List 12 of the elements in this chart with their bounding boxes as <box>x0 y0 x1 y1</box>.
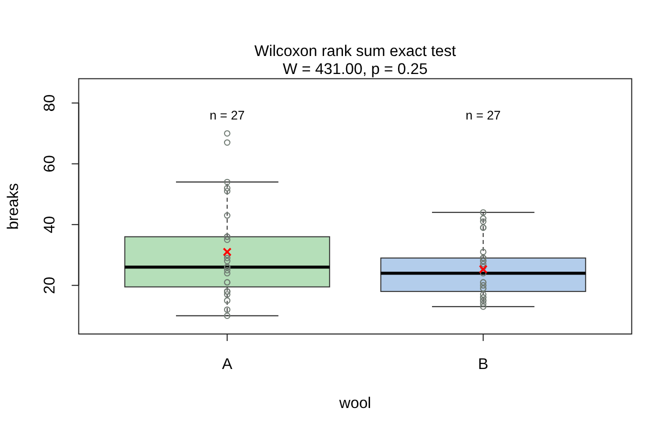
y-tick-label: 60 <box>42 154 59 172</box>
y-tick-label: 20 <box>42 276 59 294</box>
x-axis-title: wool <box>338 395 372 412</box>
y-tick-label: 40 <box>42 216 59 234</box>
annotation: n = 27 <box>466 108 501 123</box>
y-tick-label: 80 <box>42 94 59 112</box>
x-tick-label: B <box>478 356 488 373</box>
x-tick-label: A <box>222 356 234 373</box>
chart-title: Wilcoxon rank sum exact test <box>254 43 457 60</box>
y-axis-title: breaks <box>5 182 22 230</box>
annotation: n = 27 <box>210 108 245 123</box>
chart-subtitle: W = 431.00, p = 0.25 <box>282 61 428 78</box>
